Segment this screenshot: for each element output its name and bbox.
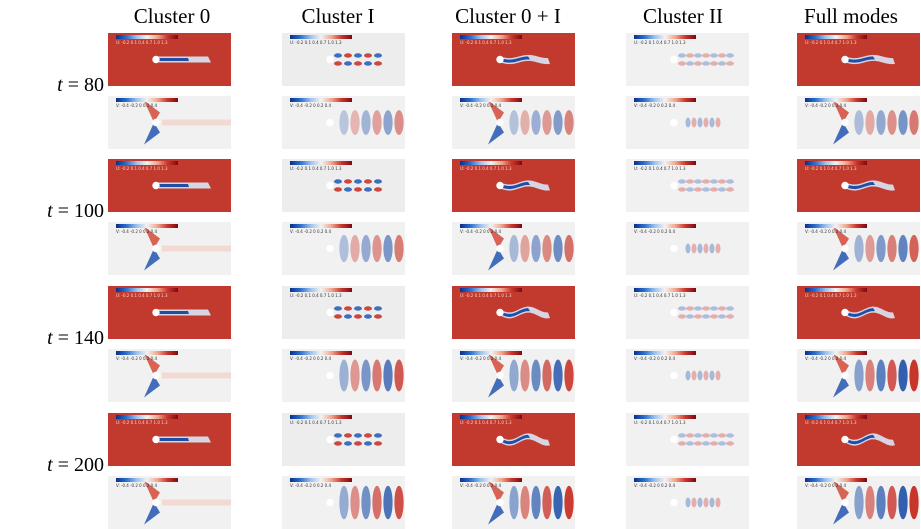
- row-label-value: = 200: [52, 454, 104, 476]
- panel-cluster-i-row0-v: V: -0.4 -0.2 0 0.2 0.4: [282, 96, 405, 149]
- row-label-3: t = 200: [0, 454, 104, 477]
- row-label-var: t: [47, 327, 53, 349]
- panel-cluster-i-row0-u: U: -0.2 0.1 0.4 0.7 1.0 1.3: [282, 33, 405, 86]
- panel-cluster-ii-row2-u: U: -0.2 0.1 0.4 0.7 1.0 1.3: [626, 286, 749, 339]
- flow-field: [452, 33, 575, 86]
- flow-field: [452, 476, 575, 529]
- row-label-1: t = 100: [0, 200, 104, 223]
- column-header-4: Full modes: [804, 4, 898, 28]
- panel-full-modes-row2-v: V: -0.4 -0.2 0 0.2 0.4: [797, 349, 920, 402]
- flow-field: [797, 476, 920, 529]
- panel-cluster-0-row1-u: U: -0.2 0.1 0.4 0.7 1.0 1.3: [108, 159, 231, 212]
- flow-field: [626, 33, 749, 86]
- panel-full-modes-row1-v: V: -0.4 -0.2 0 0.2 0.4: [797, 222, 920, 275]
- panel-cluster-0-row2-u: U: -0.2 0.1 0.4 0.7 1.0 1.3: [108, 286, 231, 339]
- flow-field: [797, 222, 920, 275]
- flow-field: [108, 476, 231, 529]
- flow-field: [626, 286, 749, 339]
- panel-cluster-i-row1-u: U: -0.2 0.1 0.4 0.7 1.0 1.3: [282, 159, 405, 212]
- flow-field: [282, 349, 405, 402]
- panel-cluster-0-row0-v: V: -0.4 -0.2 0 0.2 0.4: [108, 96, 231, 149]
- flow-field: [452, 413, 575, 466]
- flow-field: [626, 96, 749, 149]
- flow-field: [452, 286, 575, 339]
- row-label-value: = 140: [52, 327, 104, 349]
- panel-full-modes-row3-u: U: -0.2 0.1 0.4 0.7 1.0 1.3: [797, 413, 920, 466]
- panel-cluster-i-row2-u: U: -0.2 0.1 0.4 0.7 1.0 1.3: [282, 286, 405, 339]
- panel-full-modes-row3-v: V: -0.4 -0.2 0 0.2 0.4: [797, 476, 920, 529]
- panel-full-modes-row0-v: V: -0.4 -0.2 0 0.2 0.4: [797, 96, 920, 149]
- column-header-3: Cluster II: [643, 4, 723, 28]
- flow-field: [282, 33, 405, 86]
- panel-cluster-0-i-row1-u: U: -0.2 0.1 0.4 0.7 1.0 1.3: [452, 159, 575, 212]
- panel-cluster-0-i-row2-u: U: -0.2 0.1 0.4 0.7 1.0 1.3: [452, 286, 575, 339]
- row-label-0: t = 80: [0, 74, 104, 97]
- panel-cluster-0-row3-v: V: -0.4 -0.2 0 0.2 0.4: [108, 476, 231, 529]
- panel-cluster-0-row3-u: U: -0.2 0.1 0.4 0.7 1.0 1.3: [108, 413, 231, 466]
- panel-cluster-i-row1-v: V: -0.4 -0.2 0 0.2 0.4: [282, 222, 405, 275]
- flow-field: [282, 413, 405, 466]
- flow-field: [626, 413, 749, 466]
- flow-field: [797, 349, 920, 402]
- panel-cluster-0-row1-v: V: -0.4 -0.2 0 0.2 0.4: [108, 222, 231, 275]
- flow-field: [282, 222, 405, 275]
- flow-field: [282, 476, 405, 529]
- flow-field: [108, 413, 231, 466]
- row-label-var: t: [47, 454, 53, 476]
- column-header-2: Cluster 0 + I: [455, 4, 561, 28]
- panel-cluster-i-row3-v: V: -0.4 -0.2 0 0.2 0.4: [282, 476, 405, 529]
- flow-field: [626, 476, 749, 529]
- flow-field: [108, 222, 231, 275]
- flow-field: [108, 286, 231, 339]
- panel-cluster-ii-row3-v: V: -0.4 -0.2 0 0.2 0.4: [626, 476, 749, 529]
- panel-cluster-ii-row1-u: U: -0.2 0.1 0.4 0.7 1.0 1.3: [626, 159, 749, 212]
- flow-field: [452, 159, 575, 212]
- panel-cluster-ii-row1-v: V: -0.4 -0.2 0 0.2 0.4: [626, 222, 749, 275]
- flow-field: [282, 159, 405, 212]
- panel-cluster-0-i-row1-v: V: -0.4 -0.2 0 0.2 0.4: [452, 222, 575, 275]
- panel-cluster-0-i-row0-u: U: -0.2 0.1 0.4 0.7 1.0 1.3: [452, 33, 575, 86]
- row-label-var: t: [47, 200, 53, 222]
- panel-cluster-0-row0-u: U: -0.2 0.1 0.4 0.7 1.0 1.3: [108, 33, 231, 86]
- flow-field: [108, 33, 231, 86]
- flow-field: [108, 96, 231, 149]
- flow-field: [797, 96, 920, 149]
- flow-field: [452, 349, 575, 402]
- flow-field: [282, 96, 405, 149]
- flow-field: [797, 33, 920, 86]
- panel-cluster-ii-row2-v: V: -0.4 -0.2 0 0.2 0.4: [626, 349, 749, 402]
- panel-cluster-ii-row3-u: U: -0.2 0.1 0.4 0.7 1.0 1.3: [626, 413, 749, 466]
- panel-cluster-i-row2-v: V: -0.4 -0.2 0 0.2 0.4: [282, 349, 405, 402]
- row-label-value: = 100: [52, 200, 104, 222]
- panel-cluster-0-i-row3-v: V: -0.4 -0.2 0 0.2 0.4: [452, 476, 575, 529]
- panel-cluster-0-i-row0-v: V: -0.4 -0.2 0 0.2 0.4: [452, 96, 575, 149]
- flow-field: [797, 413, 920, 466]
- column-header-1: Cluster I: [301, 4, 375, 28]
- flow-field: [452, 222, 575, 275]
- panel-cluster-0-i-row2-v: V: -0.4 -0.2 0 0.2 0.4: [452, 349, 575, 402]
- panel-full-modes-row1-u: U: -0.2 0.1 0.4 0.7 1.0 1.3: [797, 159, 920, 212]
- flow-field: [797, 286, 920, 339]
- row-label-2: t = 140: [0, 327, 104, 350]
- panel-cluster-i-row3-u: U: -0.2 0.1 0.4 0.7 1.0 1.3: [282, 413, 405, 466]
- flow-field: [626, 159, 749, 212]
- flow-field: [626, 222, 749, 275]
- flow-field: [452, 96, 575, 149]
- panel-cluster-ii-row0-v: V: -0.4 -0.2 0 0.2 0.4: [626, 96, 749, 149]
- flow-field: [108, 159, 231, 212]
- panel-cluster-0-i-row3-u: U: -0.2 0.1 0.4 0.7 1.0 1.3: [452, 413, 575, 466]
- column-header-0: Cluster 0: [133, 4, 211, 28]
- row-label-var: t: [57, 74, 63, 96]
- flow-field: [108, 349, 231, 402]
- flow-field: [626, 349, 749, 402]
- row-label-value: = 80: [62, 74, 104, 96]
- flow-field: [282, 286, 405, 339]
- flow-field: [797, 159, 920, 212]
- panel-cluster-ii-row0-u: U: -0.2 0.1 0.4 0.7 1.0 1.3: [626, 33, 749, 86]
- panel-full-modes-row2-u: U: -0.2 0.1 0.4 0.7 1.0 1.3: [797, 286, 920, 339]
- panel-full-modes-row0-u: U: -0.2 0.1 0.4 0.7 1.0 1.3: [797, 33, 920, 86]
- panel-cluster-0-row2-v: V: -0.4 -0.2 0 0.2 0.4: [108, 349, 231, 402]
